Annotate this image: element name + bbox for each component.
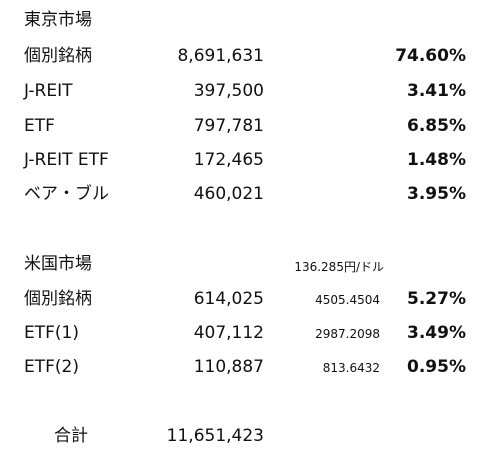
row-percent: 3.41% <box>407 81 466 101</box>
row-label: ETF(1) <box>24 323 79 343</box>
row-label: ETF <box>24 116 55 136</box>
total-amount: 11,651,423 <box>166 426 264 446</box>
row-label: J-REIT ETF <box>24 150 109 170</box>
total-label: 合計 <box>54 426 88 446</box>
row-amount: 407,112 <box>193 323 264 343</box>
row-amount: 460,021 <box>193 184 264 204</box>
us-market-heading: 米国市場 <box>24 254 92 274</box>
row-amount: 797,781 <box>193 116 264 136</box>
row-amount: 110,887 <box>193 357 264 377</box>
row-label: 個別銘柄 <box>24 289 92 309</box>
row-label: J-REIT <box>24 81 73 101</box>
row-amount: 172,465 <box>193 150 264 170</box>
row-amount: 8,691,631 <box>177 46 264 66</box>
row-percent: 3.49% <box>407 323 466 343</box>
row-usd: 2987.2098 <box>315 327 380 341</box>
row-percent: 0.95% <box>407 357 466 377</box>
row-percent: 1.48% <box>407 150 466 170</box>
row-percent: 6.85% <box>407 116 466 136</box>
exchange-rate: 136.285円/ドル <box>294 260 384 274</box>
row-usd: 813.6432 <box>322 361 380 375</box>
row-percent: 74.60% <box>395 46 466 66</box>
row-label: ETF(2) <box>24 357 79 377</box>
row-amount: 397,500 <box>193 81 264 101</box>
row-percent: 5.27% <box>407 289 466 309</box>
row-label: ベア・ブル <box>24 184 109 204</box>
row-percent: 3.95% <box>407 184 466 204</box>
row-amount: 614,025 <box>193 289 264 309</box>
tokyo-market-heading: 東京市場 <box>24 10 92 30</box>
row-label: 個別銘柄 <box>24 46 92 66</box>
row-usd: 4505.4504 <box>315 293 380 307</box>
